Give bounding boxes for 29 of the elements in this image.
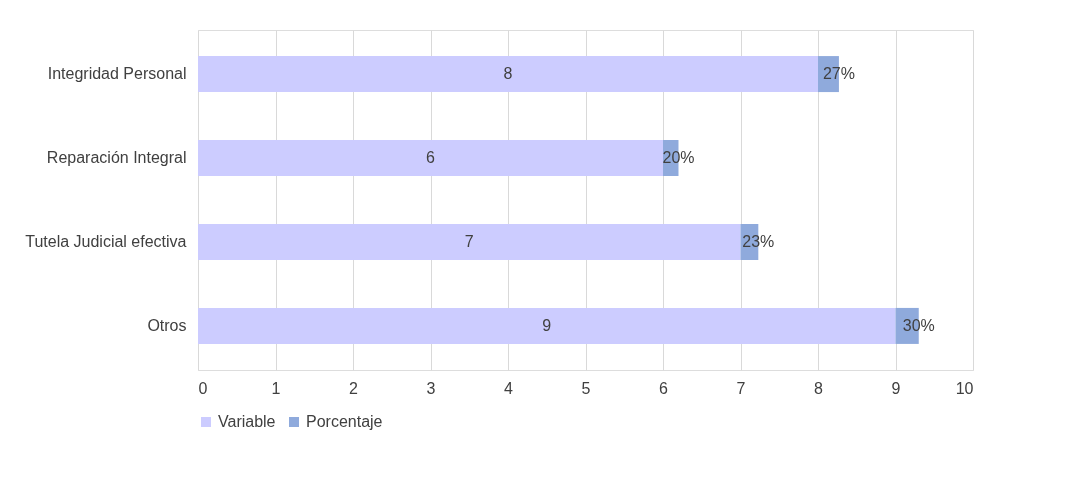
y-tick-label: Reparación Integral xyxy=(46,149,187,167)
bar xyxy=(198,140,663,177)
data-label: 20% xyxy=(662,149,695,167)
data-label: 9 xyxy=(542,316,552,334)
bar xyxy=(198,223,741,260)
y-tick-label: Otros xyxy=(147,316,187,334)
bar xyxy=(198,307,896,344)
x-tick-label: 7 xyxy=(736,379,746,397)
x-tick-label: 4 xyxy=(504,379,514,397)
x-tick-label: 3 xyxy=(426,379,436,397)
x-tick-label: 2 xyxy=(349,379,359,397)
legend-label: Variable xyxy=(218,413,276,430)
x-tick-label: 10 xyxy=(955,379,974,397)
x-tick-label: 5 xyxy=(581,379,591,397)
data-label: 7 xyxy=(464,232,474,250)
data-label: 6 xyxy=(426,149,436,167)
data-label: 30% xyxy=(902,316,935,334)
data-label: 8 xyxy=(503,65,513,83)
bar xyxy=(198,56,818,93)
data-label: 27% xyxy=(822,65,855,83)
x-tick-label: 1 xyxy=(271,379,281,397)
x-tick-label: 0 xyxy=(198,379,208,397)
legend-label: Porcentaje xyxy=(306,413,383,430)
data-label: 23% xyxy=(742,232,775,250)
y-tick-label: Tutela Judicial efectiva xyxy=(25,232,187,250)
y-tick-label: Integridad Personal xyxy=(47,65,187,83)
x-tick-label: 6 xyxy=(659,379,669,397)
x-tick-label: 9 xyxy=(891,379,901,397)
x-tick-label: 8 xyxy=(814,379,824,397)
